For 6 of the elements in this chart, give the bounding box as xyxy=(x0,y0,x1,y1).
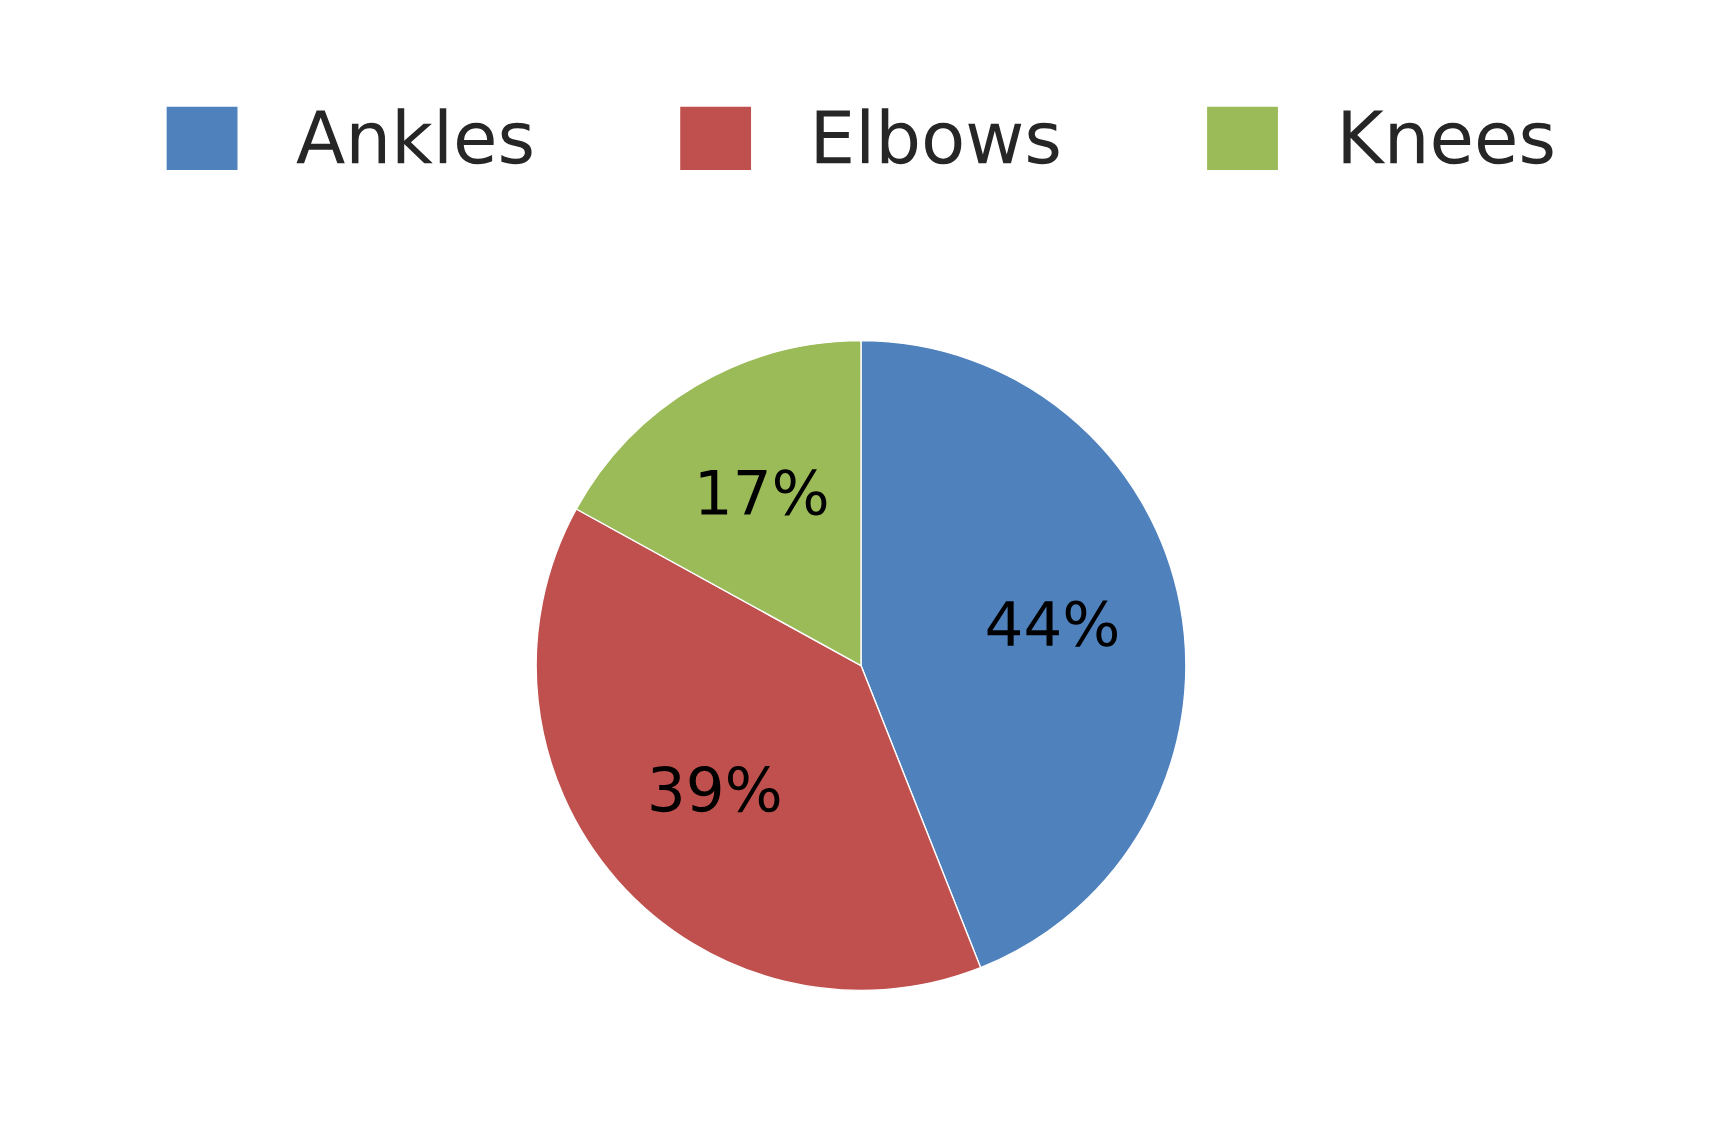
legend-label: Knees xyxy=(1343,110,1553,165)
legend-label: Elbows xyxy=(816,108,1059,165)
data-label: 39% xyxy=(651,765,780,813)
data-label: 17% xyxy=(700,469,827,516)
data-label: 44% xyxy=(987,600,1118,647)
legend-label: Ankles xyxy=(296,108,532,165)
